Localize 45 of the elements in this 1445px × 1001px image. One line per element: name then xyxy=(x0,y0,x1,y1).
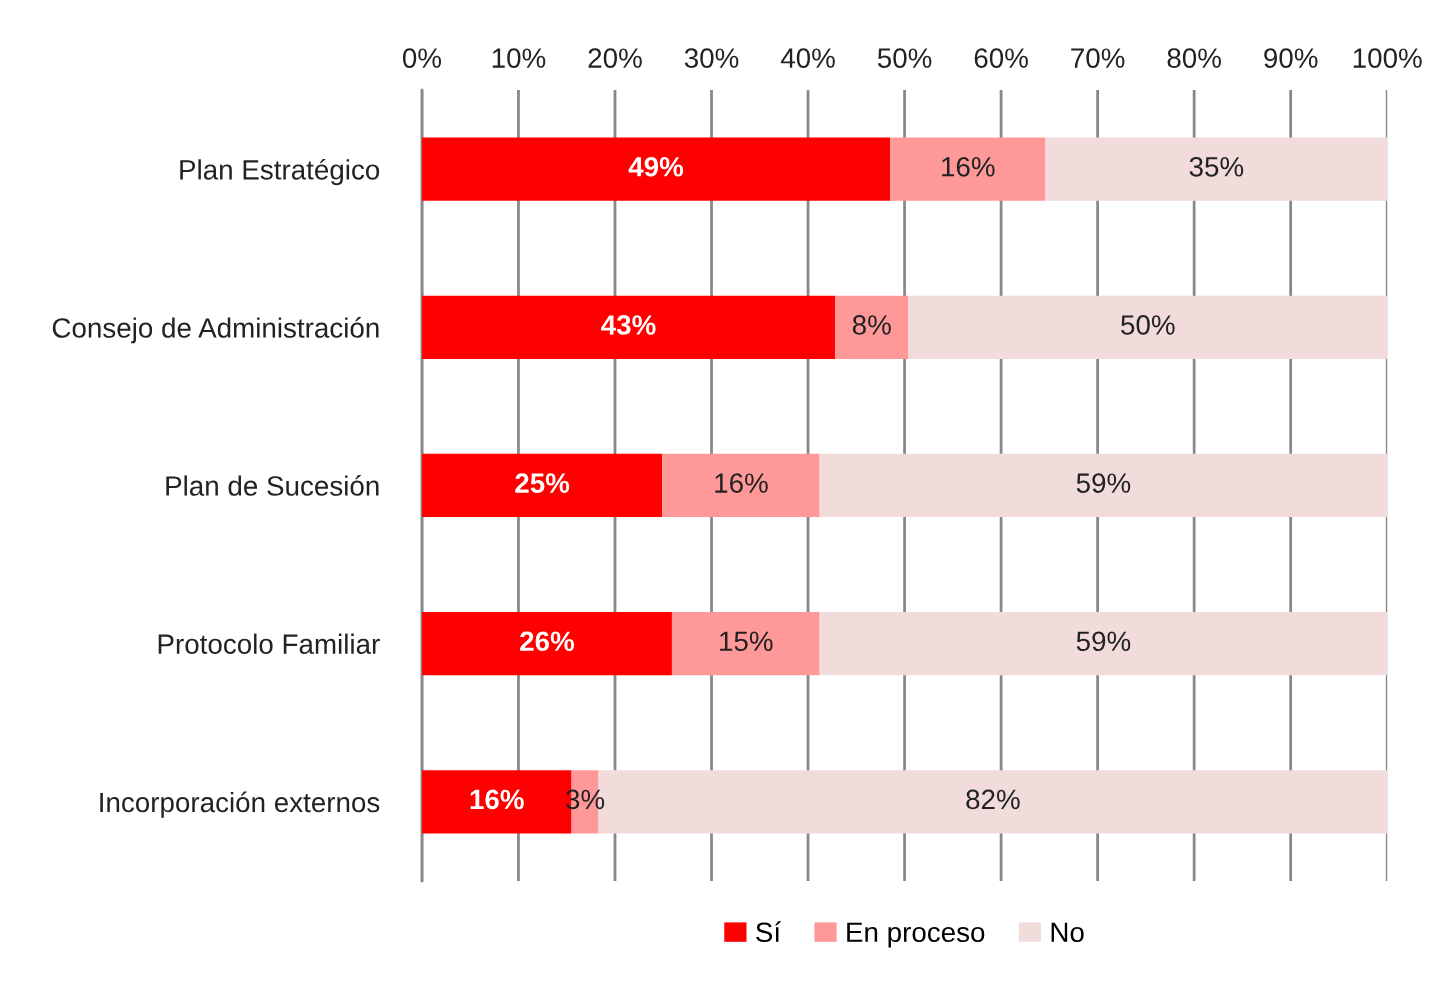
bar xyxy=(835,295,909,359)
data-label: 43% xyxy=(601,315,656,335)
bar xyxy=(421,295,836,359)
data-label: 59% xyxy=(1076,631,1131,652)
bar xyxy=(908,295,1388,359)
y-tick-label: Incorporación externos xyxy=(100,791,380,818)
bar xyxy=(890,137,1046,201)
data-label: 35% xyxy=(1189,156,1244,177)
y-tick-label: Consejo de Administración xyxy=(52,317,379,344)
bar xyxy=(1045,137,1388,201)
legend-label: Sí xyxy=(756,921,781,943)
x-tick-label: 70% xyxy=(1071,48,1125,68)
data-label: 25% xyxy=(515,473,570,493)
y-tick-label: Plan de Sucesión xyxy=(166,475,379,496)
data-label: 16% xyxy=(470,789,524,810)
data-label: 50% xyxy=(1121,315,1175,335)
data-label: 8% xyxy=(852,315,891,335)
x-tick-label: 50% xyxy=(877,48,932,68)
data-label: 59% xyxy=(1076,473,1131,493)
x-tick-label: 80% xyxy=(1167,48,1221,68)
data-label: 16% xyxy=(715,473,768,493)
x-tick-label: 60% xyxy=(974,48,1028,68)
x-tick-label: 100% xyxy=(1353,48,1422,68)
data-label: 82% xyxy=(966,789,1020,810)
y-tick-label: Plan Estratégico xyxy=(180,158,380,186)
bar xyxy=(819,612,1388,676)
x-tick-label: 0% xyxy=(402,48,442,68)
data-label: 26% xyxy=(520,631,575,652)
legend-label: No xyxy=(1051,922,1084,943)
x-tick-label: 10% xyxy=(492,48,546,68)
x-tick-label: 40% xyxy=(780,48,835,68)
data-label: 16% xyxy=(942,156,995,177)
bar xyxy=(421,612,672,676)
x-tick-label: 20% xyxy=(588,48,642,68)
y-tick-label: Protocolo Familiar xyxy=(158,633,380,654)
bar xyxy=(421,453,663,518)
data-label: 49% xyxy=(628,156,684,177)
legend-label: En proceso xyxy=(847,922,985,948)
data-label: 15% xyxy=(720,631,773,652)
bar xyxy=(662,453,820,518)
bar xyxy=(421,137,891,201)
bar xyxy=(819,453,1388,518)
x-tick-label: 90% xyxy=(1264,48,1318,68)
x-tick-label: 30% xyxy=(684,48,739,68)
bar xyxy=(671,612,820,676)
